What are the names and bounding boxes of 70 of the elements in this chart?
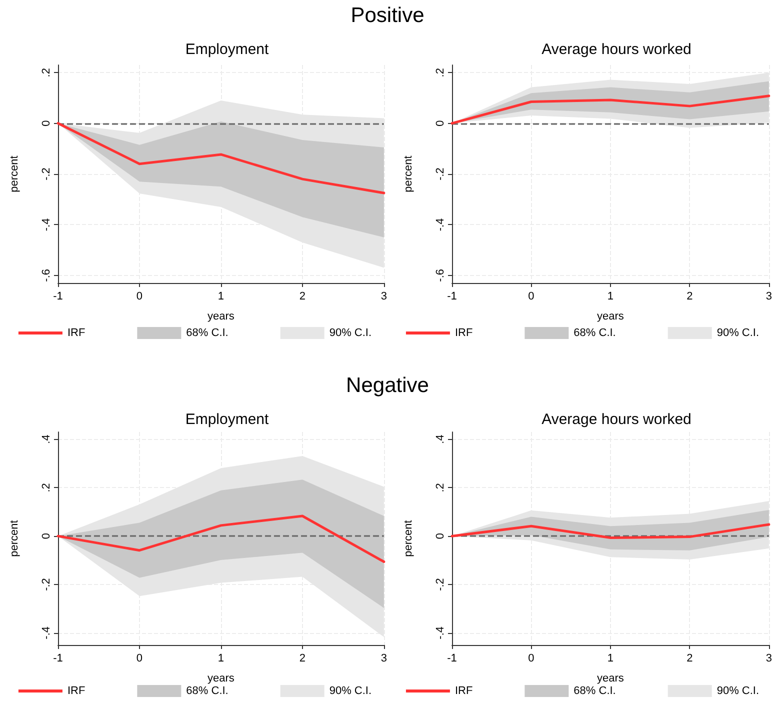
x-tick-label: 2 bbox=[686, 652, 693, 664]
x-tick-label: 0 bbox=[528, 652, 534, 664]
y-tick-label: -.2 bbox=[40, 578, 52, 591]
legend-label: 90% C.I. bbox=[716, 327, 760, 339]
x-tick-label: -1 bbox=[53, 652, 63, 664]
text: Positive bbox=[350, 4, 426, 28]
x-axis-title: years bbox=[208, 672, 235, 684]
x-axis-title: years bbox=[597, 672, 624, 684]
legend-label: 90% C.I. bbox=[329, 327, 372, 339]
y-tick-label: 0 bbox=[40, 120, 52, 126]
x-tick-label: 3 bbox=[380, 652, 388, 664]
legend-label: 68% C.I. bbox=[574, 327, 616, 339]
x-tick-label: 1 bbox=[607, 290, 614, 302]
legend-label: 68% C.I. bbox=[574, 685, 616, 697]
x-tick-label: -1 bbox=[53, 290, 63, 302]
line-series bbox=[56, 514, 386, 563]
y-tick-label: .4 bbox=[434, 434, 446, 444]
y-tick-label: -.6 bbox=[434, 268, 446, 282]
x-axis-title: years bbox=[597, 310, 624, 322]
chart-title: Average hours worked bbox=[542, 41, 692, 58]
x-tick-label: -1 bbox=[447, 290, 457, 302]
y-tick-label: -.2 bbox=[434, 168, 446, 180]
x-tick-label: 1 bbox=[218, 290, 224, 302]
x-tick-label: 0 bbox=[136, 652, 143, 664]
chart-title: Average hours worked bbox=[542, 411, 692, 428]
y-tick-label: -.4 bbox=[40, 218, 52, 232]
y-tick-label: 0 bbox=[434, 120, 446, 126]
x-tick-label: 2 bbox=[299, 290, 306, 302]
line-series bbox=[450, 523, 770, 540]
x-tick-label: 2 bbox=[686, 290, 693, 302]
y-tick-label: -.4 bbox=[40, 626, 52, 640]
x-tick-label: 0 bbox=[136, 290, 143, 302]
x-tick-label: 2 bbox=[299, 652, 306, 664]
line-series bbox=[56, 122, 386, 194]
y-tick-label: .4 bbox=[40, 434, 52, 444]
legend-label: IRF bbox=[454, 685, 473, 697]
y-tick-label: 0 bbox=[40, 533, 52, 540]
y-tick-label: .2 bbox=[40, 68, 52, 78]
chart-title: Employment bbox=[185, 41, 270, 58]
y-tick-label: -.2 bbox=[434, 578, 446, 591]
x-tick-label: 3 bbox=[766, 290, 772, 302]
y-axis-title: percent bbox=[402, 520, 414, 557]
y-tick-label: -.4 bbox=[434, 218, 446, 232]
y-tick-label: -.6 bbox=[40, 268, 52, 282]
legend-label: 68% C.I. bbox=[186, 327, 228, 339]
legend-label: IRF bbox=[67, 685, 86, 697]
x-tick-label: 1 bbox=[218, 652, 224, 664]
y-axis-title: percent bbox=[8, 156, 20, 192]
text: Negative bbox=[345, 374, 430, 398]
legend-label: 68% C.I. bbox=[186, 685, 228, 697]
x-axis-title: years bbox=[208, 310, 235, 322]
x-tick-label: -1 bbox=[447, 652, 457, 664]
y-tick-label: .2 bbox=[434, 68, 446, 78]
legend-label: 90% C.I. bbox=[329, 685, 372, 697]
y-tick-label: -.4 bbox=[434, 626, 446, 640]
legend-label: IRF bbox=[454, 327, 473, 339]
y-axis-title: percent bbox=[8, 520, 20, 557]
x-tick-label: 0 bbox=[528, 290, 534, 302]
y-tick-label: .2 bbox=[434, 483, 446, 492]
y-axis-title: percent bbox=[402, 156, 414, 192]
y-tick-label: -.2 bbox=[40, 168, 52, 180]
x-tick-label: 3 bbox=[766, 652, 772, 664]
chart-title: Employment bbox=[185, 411, 270, 428]
legend-label: 90% C.I. bbox=[716, 685, 760, 697]
y-tick-label: 0 bbox=[434, 533, 446, 540]
x-tick-label: 1 bbox=[607, 652, 614, 664]
y-tick-label: .2 bbox=[40, 483, 52, 492]
x-tick-label: 3 bbox=[380, 290, 388, 302]
legend-label: IRF bbox=[67, 327, 86, 339]
line-series bbox=[450, 94, 770, 125]
